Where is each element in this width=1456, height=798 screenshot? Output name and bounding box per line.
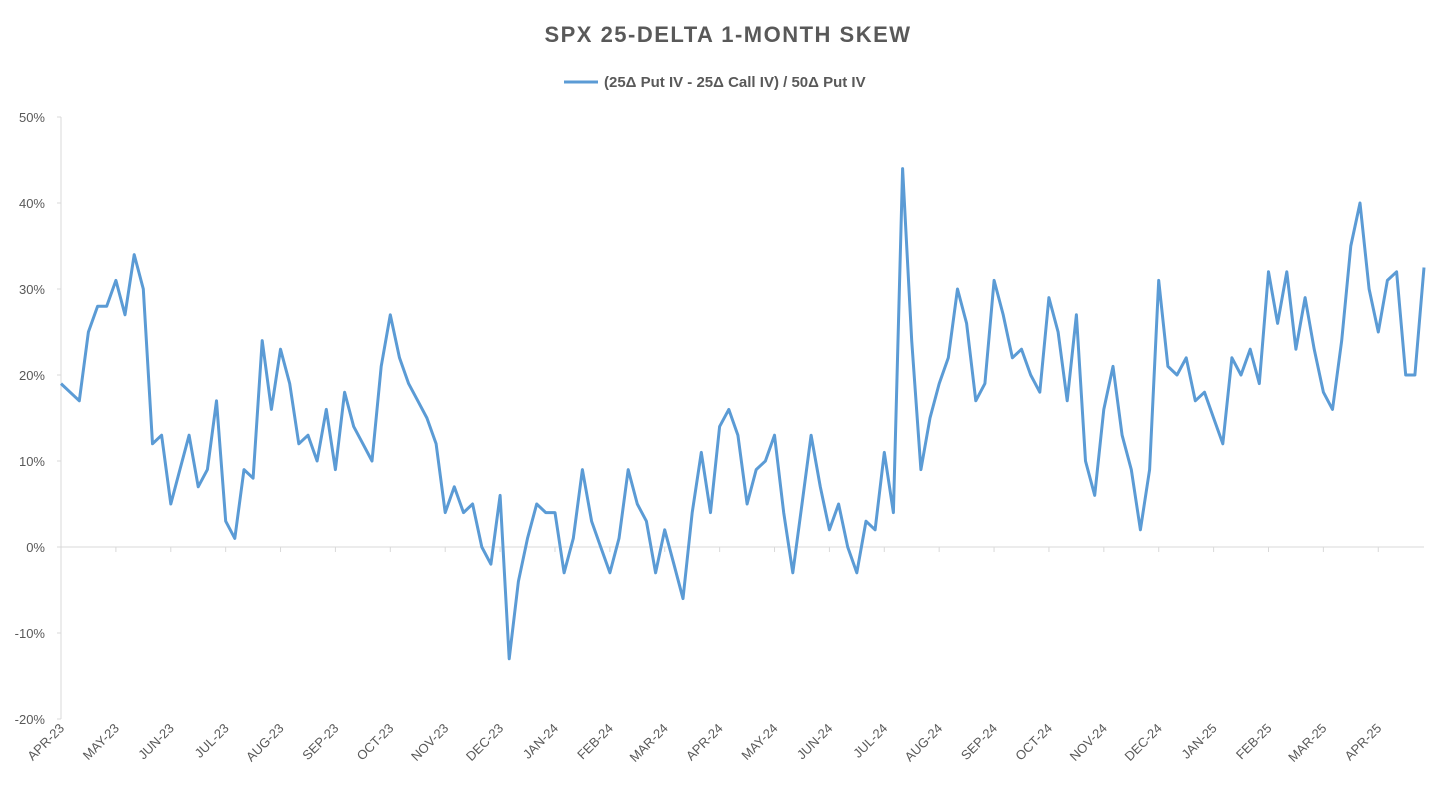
y-tick-label: 10% [19, 454, 45, 469]
x-tick-label: FEB-24 [574, 721, 616, 763]
x-tick-label: OCT-24 [1012, 721, 1055, 764]
x-tick-label: SEP-23 [299, 721, 341, 763]
legend-label: (25Δ Put IV - 25Δ Call IV) / 50Δ Put IV [604, 74, 866, 91]
x-tick-label: MAY-23 [80, 721, 122, 763]
x-tick-label: JUN-24 [794, 721, 836, 763]
x-tick-label: MAR-24 [627, 721, 671, 765]
y-tick-label: 0% [26, 540, 45, 555]
x-tick-label: JUN-23 [135, 721, 177, 763]
x-tick-label: JAN-24 [520, 721, 561, 762]
y-tick-label: -10% [15, 626, 46, 641]
x-tick-label: APR-25 [1342, 721, 1385, 764]
x-tick-label: AUG-23 [243, 721, 287, 765]
x-tick-label: NOV-24 [1067, 721, 1110, 764]
y-tick-label: 30% [19, 282, 45, 297]
x-tick-label: FEB-25 [1233, 721, 1275, 763]
x-tick-label: JUL-23 [192, 721, 232, 761]
x-tick-label: DEC-24 [1122, 721, 1165, 764]
x-tick-label: AUG-24 [901, 721, 945, 765]
x-tick-label: APR-24 [683, 721, 726, 764]
x-tick-label: MAR-25 [1285, 721, 1329, 765]
x-tick-label: SEP-24 [958, 721, 1000, 763]
x-tick-label: DEC-23 [463, 721, 506, 764]
x-tick-label: JUL-24 [850, 721, 890, 761]
y-tick-label: 40% [19, 196, 45, 211]
y-tick-label: 20% [19, 368, 45, 383]
y-tick-label: -20% [15, 712, 46, 727]
series-line [59, 167, 1426, 661]
x-tick-label: NOV-23 [408, 721, 451, 764]
chart-title: SPX 25-DELTA 1-MONTH SKEW [544, 22, 911, 47]
y-tick-label: 50% [19, 110, 45, 125]
x-tick-label: MAY-24 [738, 721, 780, 763]
x-tick-label: JAN-25 [1178, 721, 1219, 762]
x-tick-label: OCT-23 [354, 721, 397, 764]
